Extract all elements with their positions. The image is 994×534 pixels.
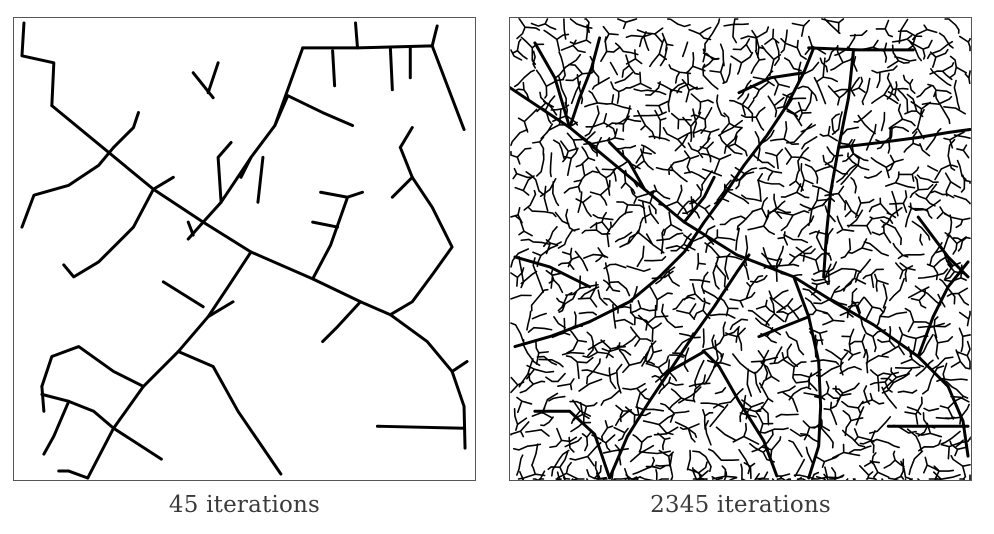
branch-mid-5 [161, 280, 205, 309]
arc-road-12 [916, 260, 970, 359]
arc-road-1 [513, 46, 816, 349]
arc-road-6 [822, 48, 856, 279]
branch-top-right-3 [331, 49, 337, 88]
branch-left-3 [62, 187, 155, 279]
road-right-side [388, 145, 454, 317]
arc-road-17 [916, 215, 970, 279]
branch-top-right-2 [354, 21, 360, 50]
arc-road-8 [792, 275, 823, 480]
branch-top-right-1 [430, 24, 439, 48]
branch-left-4 [151, 175, 175, 191]
branch-upper-4 [256, 155, 265, 204]
branch-mid-4 [321, 300, 362, 344]
arc-road-3 [568, 36, 602, 130]
branch-right-2 [390, 175, 414, 199]
road-network-45-iterations-drawing [20, 21, 469, 480]
branch-mid-3 [311, 220, 340, 229]
road-network-45-iterations [13, 17, 476, 481]
arc-road-4 [533, 41, 572, 130]
road-top-left [20, 21, 56, 108]
branch-lower-1 [176, 350, 283, 476]
arc-road-13 [608, 140, 646, 191]
branch-left-2 [20, 145, 116, 229]
branch-left-1 [112, 111, 140, 149]
arc-road-18 [737, 71, 806, 95]
road-top-right [301, 44, 466, 132]
caption-45-iterations: 45 iterations [168, 492, 321, 518]
arc-road-10 [533, 409, 612, 480]
arc-road-2 [608, 253, 751, 480]
road-network-2345-iterations [509, 17, 972, 481]
branch-lower-6 [42, 399, 71, 456]
branch-top-right-4 [388, 46, 394, 92]
branch-left-5 [186, 220, 195, 237]
branch-upper-5 [206, 61, 220, 95]
branch-upper-2 [216, 140, 233, 204]
branch-mid-2 [319, 190, 350, 199]
road-top-to-bottom-left [186, 46, 305, 241]
branch-lower-9 [450, 360, 469, 373]
branch-mid-1 [311, 190, 364, 281]
branch-lower-2 [40, 345, 145, 388]
main-road-dense [510, 86, 970, 458]
branch-lower-8 [375, 424, 466, 430]
arc-road-15 [757, 315, 811, 339]
branch-lower-4 [112, 426, 163, 461]
arc-road-9 [667, 350, 779, 478]
arc-road-16 [513, 255, 592, 289]
caption-2345-iterations: 2345 iterations [650, 492, 831, 518]
arc-road-14 [682, 175, 716, 224]
branch-lower-7 [57, 469, 90, 480]
arc-road-5 [807, 46, 915, 52]
branch-lower-3 [40, 384, 46, 413]
branch-upper-6 [191, 71, 215, 100]
branch-mid-6 [206, 300, 235, 319]
arc-road-7 [837, 128, 971, 149]
branch-lower-5 [40, 392, 116, 430]
dense-branch-texture [510, 18, 971, 480]
road-network-2345-iterations-drawing [510, 18, 971, 480]
branch-upper-1 [273, 94, 355, 128]
branch-right-1 [398, 126, 414, 149]
branch-upper-3 [239, 155, 253, 179]
